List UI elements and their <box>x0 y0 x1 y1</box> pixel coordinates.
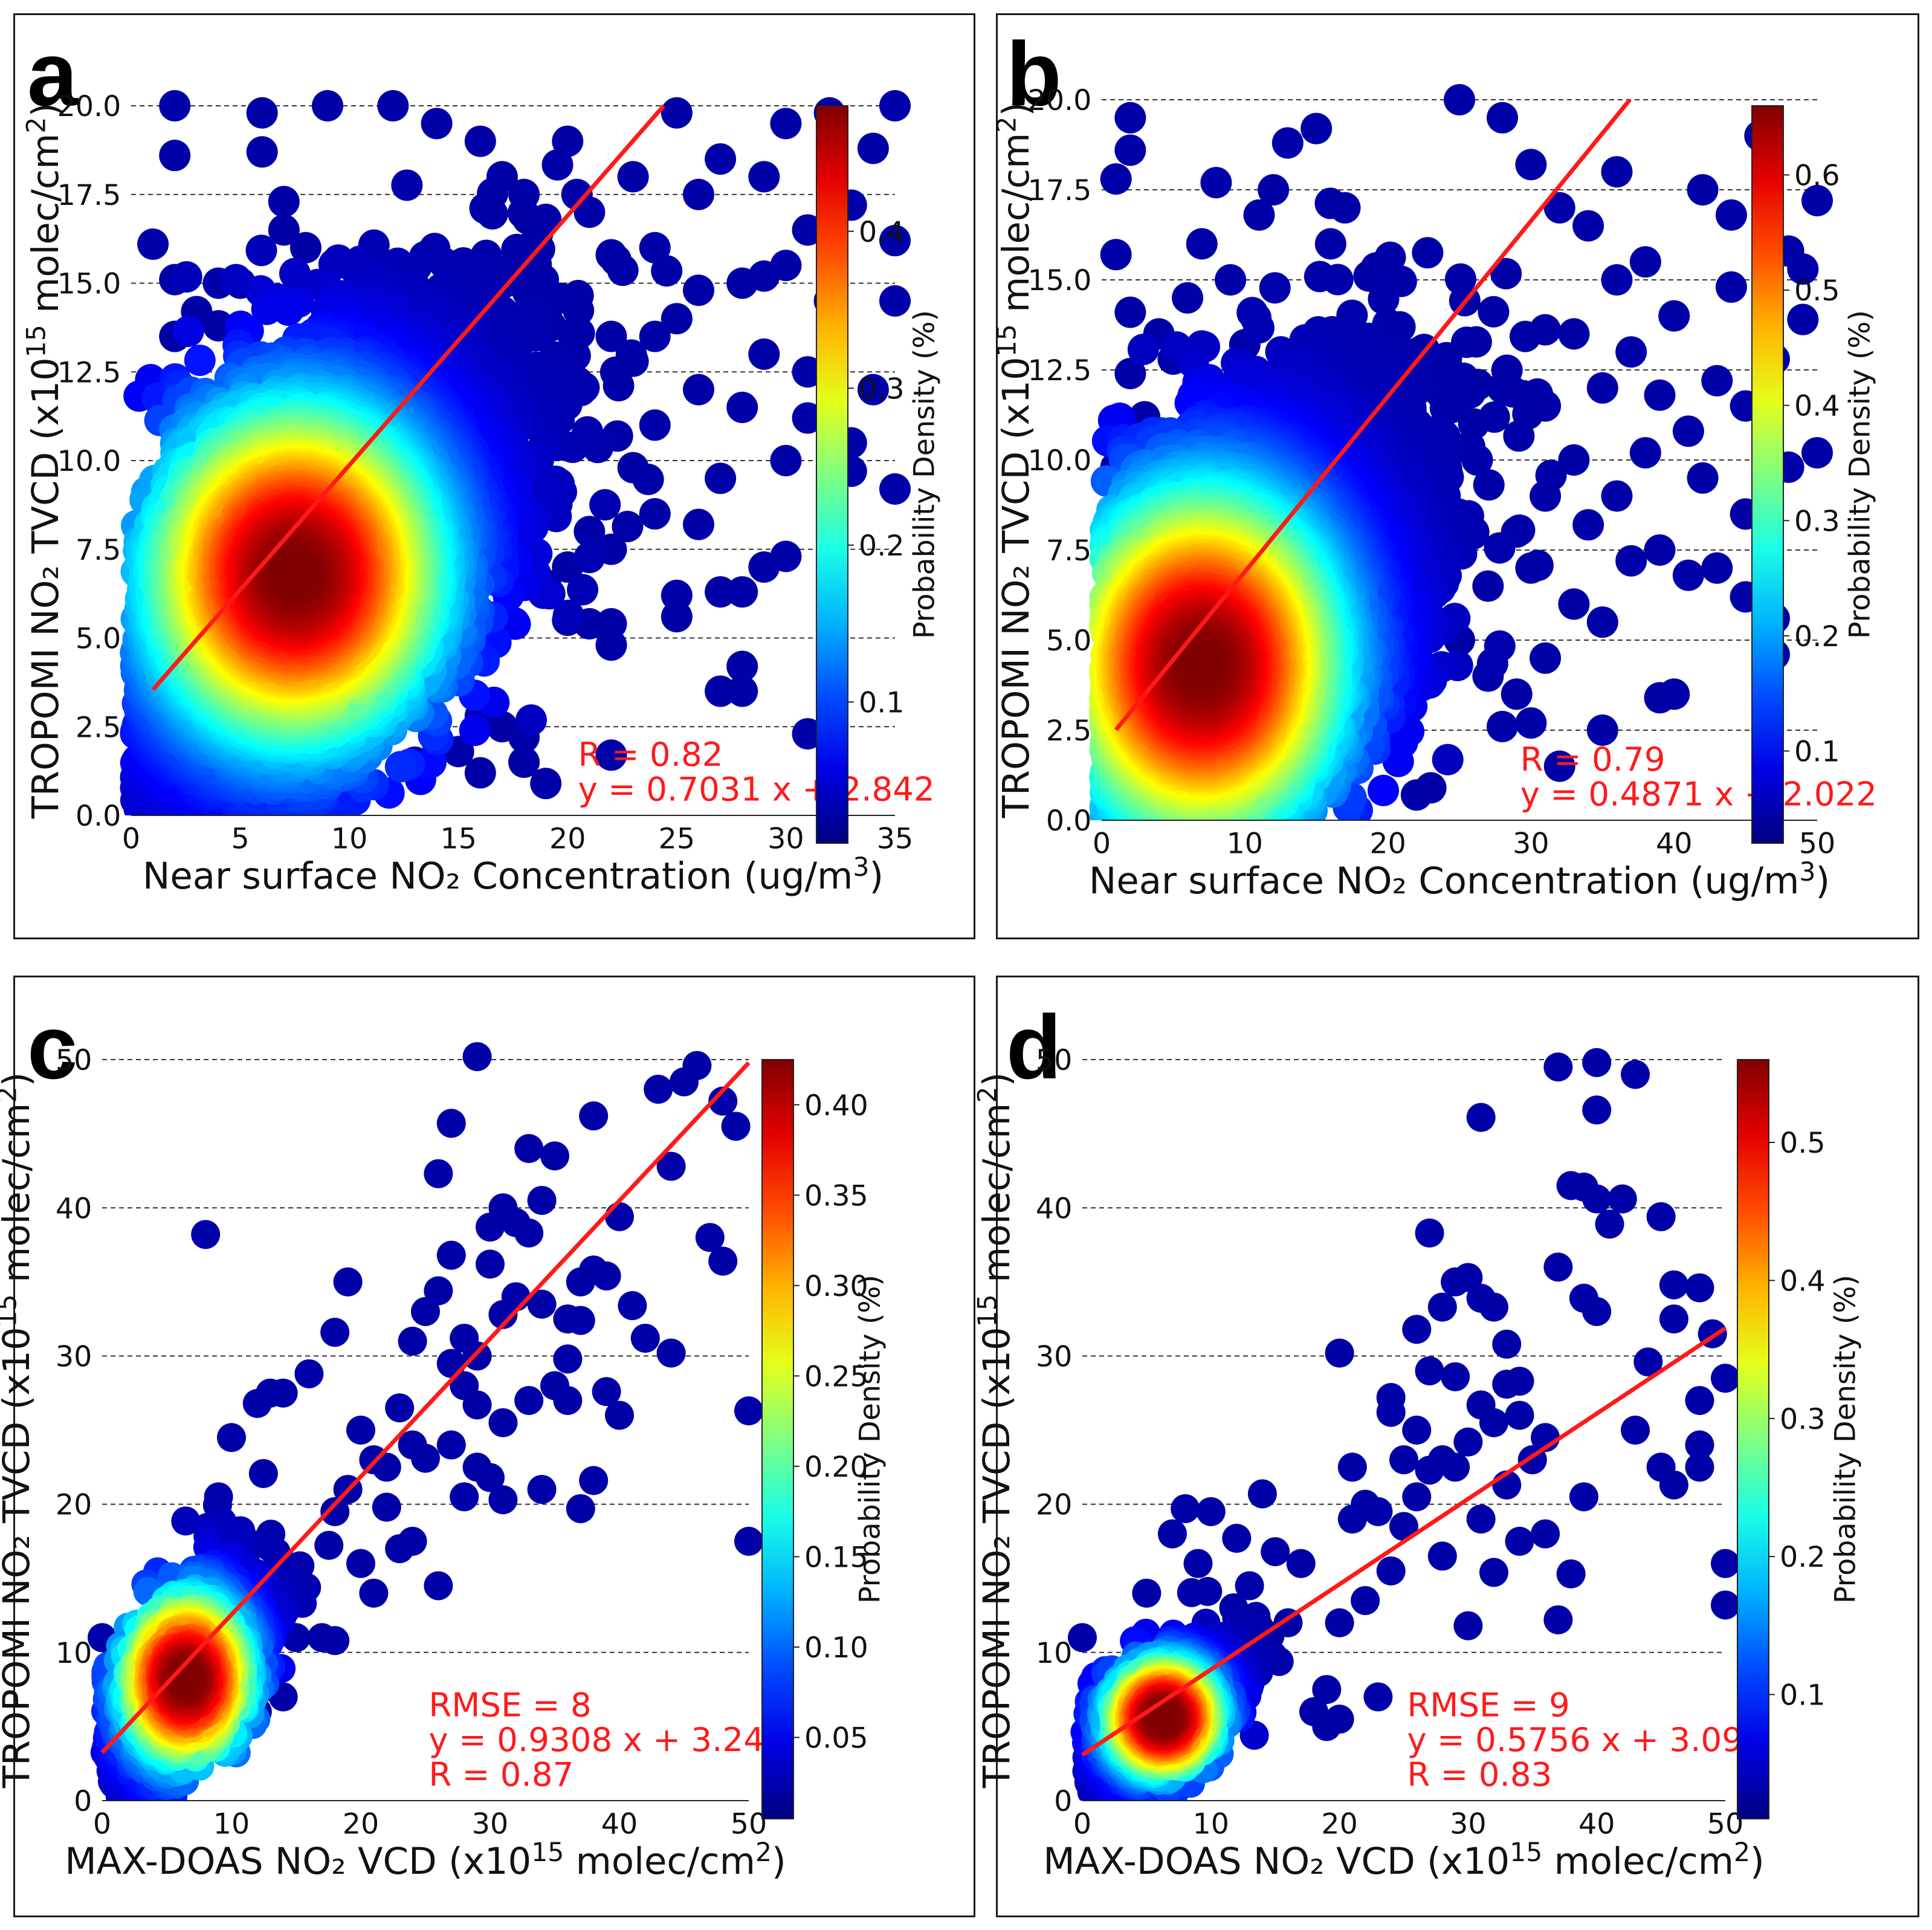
data-point <box>770 108 802 140</box>
data-point <box>792 717 824 750</box>
data-point <box>561 178 593 210</box>
data-point <box>661 580 693 612</box>
data-point <box>651 255 683 287</box>
data-point <box>515 704 548 736</box>
data-point <box>391 169 423 201</box>
data-point <box>617 161 649 193</box>
data-point <box>384 751 416 783</box>
panel-a: a 0 5 10 15 20 25 30 35 0.0 2.5 5.0 7.5 10.0 12.5 15.0… <box>13 13 975 939</box>
data-point <box>464 125 496 157</box>
data-point <box>748 338 780 370</box>
data-point <box>632 464 664 496</box>
data-point <box>879 225 911 257</box>
data-point <box>879 285 911 317</box>
data-point <box>682 508 714 540</box>
data-point <box>682 274 714 306</box>
data-point <box>879 473 911 505</box>
data-point <box>705 675 737 707</box>
data-point <box>268 186 300 218</box>
data-point <box>682 374 714 406</box>
data-point <box>459 714 491 746</box>
data-point <box>792 402 824 434</box>
data-point <box>159 140 191 172</box>
data-point <box>159 90 191 121</box>
data-point <box>268 214 300 246</box>
data-point <box>770 445 802 476</box>
data-point <box>464 757 496 789</box>
data-point <box>612 510 644 542</box>
data-point <box>552 125 584 157</box>
data-point <box>501 233 533 265</box>
data-point <box>137 228 169 260</box>
data-point <box>530 768 562 800</box>
data-point <box>726 391 758 423</box>
data-point <box>272 294 304 326</box>
data-point <box>595 320 627 352</box>
data-point <box>541 149 573 181</box>
data-point <box>476 198 508 230</box>
data-point <box>202 309 234 342</box>
data-point <box>312 90 344 121</box>
data-point <box>705 462 737 494</box>
data-point <box>377 90 409 121</box>
data-point <box>245 235 277 267</box>
data-point <box>573 516 606 548</box>
data-point <box>639 409 671 441</box>
data-point <box>595 629 627 661</box>
data-point <box>661 97 693 129</box>
data-point <box>661 303 693 335</box>
data-point <box>726 650 758 682</box>
data-point <box>421 108 453 140</box>
data-point <box>748 260 780 292</box>
data-point <box>726 576 758 608</box>
data-point <box>682 178 714 210</box>
data-point <box>220 264 252 296</box>
data-point <box>289 232 321 264</box>
data-point <box>172 316 204 348</box>
data-point <box>639 498 671 530</box>
data-point <box>567 574 599 606</box>
data-point <box>792 214 824 246</box>
data-point <box>857 374 889 406</box>
data-point <box>639 232 671 264</box>
data-point <box>726 675 758 707</box>
data-point <box>246 136 278 168</box>
data-point <box>705 576 737 608</box>
data-point <box>792 356 824 388</box>
data-point <box>589 489 621 521</box>
data-point <box>603 370 635 402</box>
data-point <box>639 320 671 352</box>
data-point <box>246 97 278 129</box>
data-point <box>607 254 639 287</box>
data-point <box>705 143 737 175</box>
panel-label: a <box>27 28 77 119</box>
data-point <box>857 132 889 164</box>
data-point <box>170 261 202 293</box>
data-point <box>552 600 584 632</box>
data-point <box>573 542 606 574</box>
data-point <box>748 161 780 193</box>
data-point <box>879 90 911 121</box>
density-scatter-chart: 0 5 10 15 20 25 30 350.02.55.07.510.012.515.017… <box>22 90 942 898</box>
scatter-points <box>120 90 911 815</box>
data-point <box>748 551 780 583</box>
data-point <box>595 739 627 771</box>
data-point <box>508 746 540 778</box>
data-point <box>184 345 216 377</box>
